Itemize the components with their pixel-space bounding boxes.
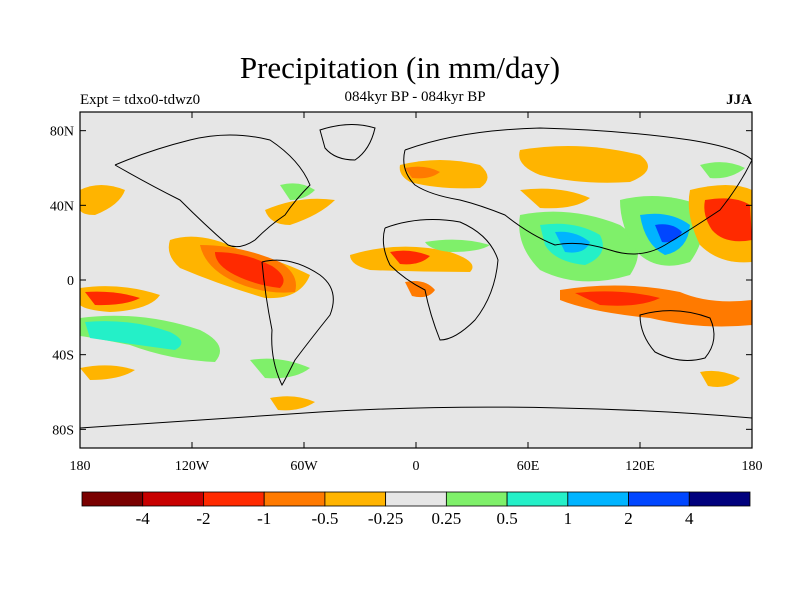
coast-australia <box>639 310 715 361</box>
colorbar-label: 2 <box>624 509 633 528</box>
anomaly-east-asia-core <box>655 224 682 243</box>
period-label: 084kyr BP - 084kyr BP <box>344 89 486 105</box>
precipitation-anomaly-fields <box>80 146 752 411</box>
colorbar-label: -2 <box>196 509 210 528</box>
anomaly-maritime-core <box>575 291 660 306</box>
anomaly-west-africa-core <box>390 250 430 265</box>
anomaly-south-pacific-cyan <box>85 321 182 350</box>
anomaly-north-atlantic <box>265 198 335 225</box>
colorbar-label: 0.5 <box>496 509 517 528</box>
colorbar-label: -1 <box>257 509 271 528</box>
anomaly-australia-south <box>700 370 740 387</box>
colorbar-label: 0.25 <box>431 509 461 528</box>
lon-tick-label: 60E <box>517 459 540 474</box>
colorbar-swatch <box>142 491 204 507</box>
lon-tick-label: 120E <box>625 459 655 474</box>
colorbar-swatch <box>445 491 508 507</box>
lat-tick-label: 80S <box>52 423 74 438</box>
colorbar-label: -0.5 <box>311 509 338 528</box>
colorbar-swatch <box>385 491 447 507</box>
colorbar-label: 1 <box>564 509 573 528</box>
coast-antarctica <box>80 406 752 429</box>
lat-tick-label: 0 <box>67 274 74 289</box>
colorbar: -4 -2 -1 -0.5 -0.25 0.25 0.5 1 2 4 <box>81 491 751 528</box>
anomaly-north-pacific-west <box>80 185 125 215</box>
coastlines <box>80 124 752 429</box>
coast-south-america <box>261 259 334 387</box>
anomaly-west-pacific-core <box>704 198 752 242</box>
colorbar-swatch <box>263 491 326 507</box>
colorbar-swatch <box>688 491 751 507</box>
colorbar-label: -0.25 <box>368 509 403 528</box>
anomaly-south-pacific-orange <box>80 365 135 380</box>
anomaly-south-pacific-west-core <box>85 291 140 306</box>
lat-tick-label: 40N <box>50 199 74 214</box>
anomaly-east-pacific-core <box>215 252 284 288</box>
experiment-label: Expt = tdxo0-tdwz0 <box>80 92 201 108</box>
anomaly-europe-core <box>405 166 440 179</box>
coast-greenland <box>319 124 376 161</box>
map-title: Precipitation (in mm/day) <box>239 50 561 85</box>
coast-eurasia <box>403 127 752 255</box>
season-label: JJA <box>726 92 752 108</box>
anomaly-patagonia-green <box>250 358 310 379</box>
anomaly-southern-ocean <box>270 396 315 411</box>
colorbar-swatch <box>203 491 265 507</box>
anomaly-siberia <box>519 146 648 183</box>
coast-africa <box>382 219 499 341</box>
lon-tick-label: 180 <box>742 459 763 474</box>
colorbar-swatch <box>628 491 690 507</box>
lat-tick-label: 80N <box>50 125 74 140</box>
anomaly-gulf-green <box>280 183 315 200</box>
lon-tick-label: 180 <box>70 459 91 474</box>
anomaly-india-blue <box>555 231 590 253</box>
anomaly-central-asia <box>520 188 590 209</box>
anomaly-north-green <box>700 162 745 179</box>
lon-tick-label: 120W <box>175 459 210 474</box>
lon-tick-label: 0 <box>413 459 420 474</box>
lon-tick-label: 60W <box>290 459 318 474</box>
axis-ticks: 180 120W 60W 0 60E 120E 180 80N 40N 0 40S 80S <box>50 112 763 474</box>
colorbar-swatch <box>324 491 387 507</box>
anomaly-gulf-guinea <box>405 281 435 298</box>
anomaly-sahel-green <box>425 239 490 252</box>
colorbar-label: -4 <box>136 509 151 528</box>
lat-tick-label: 40S <box>52 349 74 364</box>
colorbar-swatch <box>506 491 569 507</box>
colorbar-swatch <box>567 491 629 507</box>
coast-north-america <box>114 134 311 248</box>
colorbar-label: 4 <box>685 509 694 528</box>
colorbar-swatch <box>81 491 144 507</box>
